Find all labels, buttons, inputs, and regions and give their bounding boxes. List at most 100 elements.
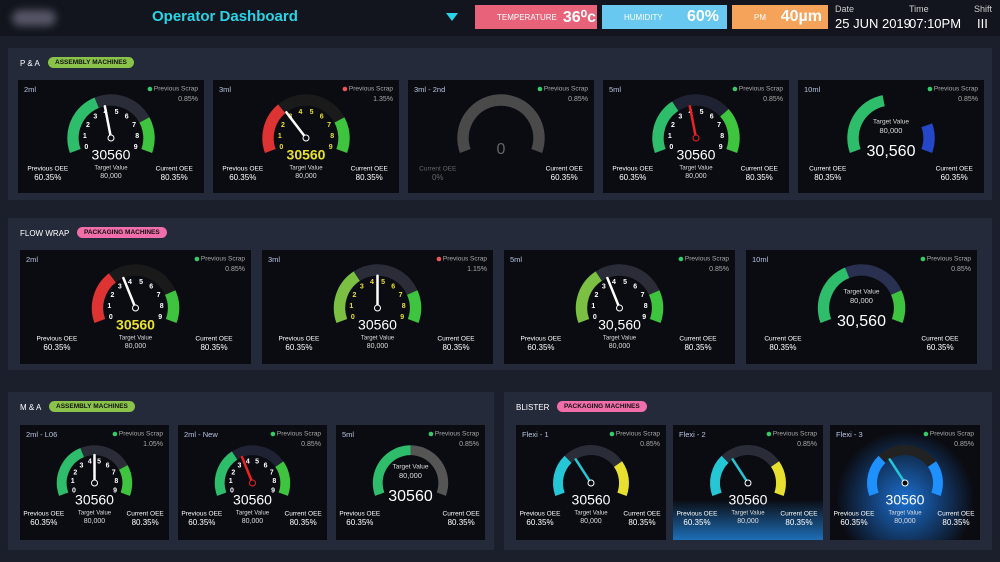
prev-label: Previous OEE: [222, 166, 263, 173]
scrap-value: 1.15%: [467, 266, 487, 273]
time-label: Time: [909, 4, 929, 14]
shift-label: Shift: [974, 4, 993, 14]
target-value: 80,000: [685, 173, 707, 180]
value: 60%: [686, 8, 719, 25]
scrap-label: Previous Scrap: [443, 256, 487, 263]
gauge-card: Flexi - 2 Previous Scrap 0.85% 30560 Target …: [677, 430, 819, 527]
scale-label: 0: [109, 314, 113, 321]
target-value: 80,000: [100, 173, 122, 180]
curr-label: Current OEE: [195, 336, 233, 343]
scale-label: 6: [320, 114, 324, 121]
date: 25 JUN 2019: [835, 16, 911, 31]
gauge-arc: [890, 290, 906, 323]
gauge-arc: [721, 445, 780, 468]
curr-value: 80.35%: [442, 343, 469, 352]
needle: [122, 276, 137, 310]
scrap-dot: [112, 431, 118, 437]
target-label: Target Value: [679, 166, 713, 172]
target-label: Target Value: [731, 511, 765, 517]
header-bar: Operator Dashboard TEMPERATURE 36⁰c HUMID…: [0, 0, 1000, 36]
scrap-value: 0.85%: [954, 441, 974, 448]
pm: PM 40µm: [732, 5, 828, 29]
gauge-arc: [275, 461, 291, 496]
prev-value: 0%: [432, 173, 444, 182]
scale-label: 6: [264, 462, 268, 469]
gauge-arc: [648, 290, 664, 323]
target-label: Target Value: [94, 166, 128, 172]
scrap-dot: [920, 256, 926, 262]
shift: III: [977, 16, 988, 31]
gauge-card: 2ml - L06 Previous Scrap 1.05% 0 1 234 567 8 930…: [23, 430, 164, 527]
scale-label: 4: [128, 279, 132, 286]
gauge-arc: [410, 445, 449, 496]
target-value: 80,000: [84, 518, 106, 525]
curr-value: 80.35%: [200, 343, 227, 352]
target-label: Target Value: [236, 511, 270, 517]
scrap-dot: [436, 256, 442, 262]
machine-card: 5ml Previous Scrap 0.85% Target Value 80,000…: [336, 425, 485, 540]
scale-label: 7: [112, 469, 116, 476]
scrap-label: Previous Scrap: [934, 86, 978, 93]
gauge-arc: [56, 448, 85, 496]
needle-hub: [744, 479, 752, 487]
gauge-arc: [457, 94, 545, 153]
scrap-value: 0.85%: [763, 96, 783, 103]
curr-label: Current OEE: [351, 166, 389, 173]
scale-label: 6: [633, 284, 637, 291]
section-name: P & A: [20, 59, 40, 68]
scrap-label: Previous Scrap: [930, 431, 974, 438]
scale-label: 5: [310, 109, 314, 116]
scale-label: 1: [83, 133, 87, 140]
scrap-value: 0.85%: [709, 266, 729, 273]
curr-value: 80.35%: [684, 343, 711, 352]
prev-value: 60.35%: [683, 518, 710, 527]
gauge-card: 10ml Previous Scrap 0.85% Target Value80,00…: [752, 255, 971, 352]
machine-name: 2ml - L06: [26, 430, 57, 439]
machine-card: 3ml Previous Scrap 1.15% 0 1 2 3 4 5 6 7 8 9 30560 Tar…: [262, 250, 493, 364]
scrap-label: Previous Scrap: [685, 256, 729, 263]
gauge-arc: [67, 97, 100, 153]
gauge-arc: [770, 461, 786, 496]
gauge-arc: [118, 465, 133, 496]
counter: 30,560: [867, 143, 916, 160]
scale-label: 2: [595, 292, 599, 299]
humidity: HUMIDITY 60%: [602, 5, 727, 29]
date-label: Date: [835, 4, 855, 14]
scale-label: 7: [399, 292, 403, 299]
target-value: 80,000: [894, 518, 916, 525]
gauge-arc: [333, 271, 361, 323]
needle: [574, 458, 593, 485]
label: TEMPERATURE: [497, 12, 557, 22]
curr-label: Current OEE: [921, 336, 959, 343]
scale-label: 8: [114, 478, 118, 485]
needle-hub: [374, 304, 381, 312]
gauge-arc: [334, 117, 350, 153]
prev-label: Current OEE: [809, 166, 847, 173]
target-label: Target Value: [392, 464, 428, 471]
time: 07:10PM: [909, 16, 962, 31]
needle-hub: [616, 304, 623, 312]
scale-label: 5: [139, 279, 143, 286]
dropdown[interactable]: [446, 13, 458, 21]
prev-value: 60.35%: [30, 518, 57, 527]
label: HUMIDITY: [624, 12, 663, 22]
scale-label: 4: [298, 109, 302, 116]
scrap-value: 0.85%: [459, 441, 479, 448]
machine-name: 2ml: [26, 255, 38, 264]
prev-label: Previous OEE: [37, 336, 78, 343]
machine-name: 10ml: [752, 255, 769, 264]
scrap-value: 0.85%: [951, 266, 971, 273]
gauge-arc: [882, 94, 933, 128]
scrap-dot: [194, 256, 200, 262]
counter: 30560: [116, 317, 155, 333]
gauge-arc: [845, 264, 902, 296]
gauge-arc: [139, 117, 155, 153]
gauge-arc: [613, 461, 629, 496]
machine-name: Flexi - 1: [522, 430, 549, 439]
curr-value: 60.35%: [941, 173, 968, 182]
needle-hub: [302, 134, 310, 142]
scale-label: 4: [370, 279, 374, 286]
